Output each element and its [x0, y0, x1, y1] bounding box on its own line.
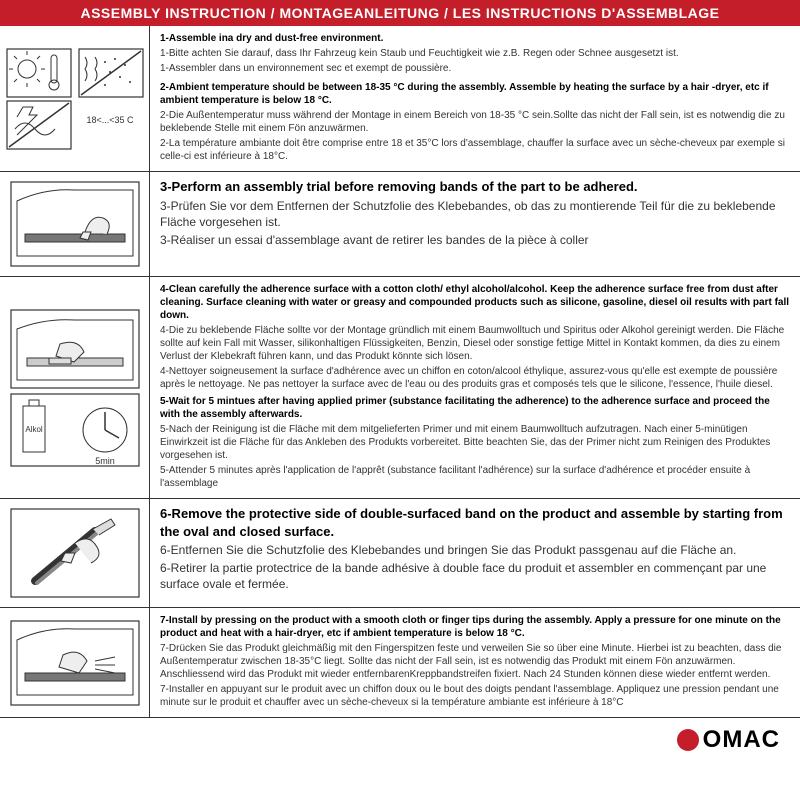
- brand-logo: OMAC: [677, 726, 780, 754]
- step-row-2: 3-Perform an assembly trial before remov…: [0, 172, 800, 277]
- header-title: ASSEMBLY INSTRUCTION / MONTAGEANLEITUNG …: [0, 0, 800, 26]
- step2-de: 2-Die Außentemperatur muss während der M…: [160, 109, 790, 135]
- step2-fr: 2-La température ambiante doit être comp…: [160, 137, 790, 163]
- step4-fr: 4-Nettoyer soigneusement la surface d'ad…: [160, 365, 790, 391]
- step-row-1: 18<...<35 C 1-Assemble ina dry and dust-…: [0, 26, 800, 172]
- step1-lead: 1-Assemble ina dry and dust-free environ…: [160, 33, 383, 44]
- logo-row: OMAC: [0, 718, 800, 762]
- step-row-3: Alkol 5min 4-Clean carefully the adheren…: [0, 277, 800, 499]
- diagram-clean-wait: Alkol 5min: [0, 277, 150, 498]
- step-text-1: 1-Assemble ina dry and dust-free environ…: [150, 26, 800, 171]
- step-text-2: 3-Perform an assembly trial before remov…: [150, 172, 800, 276]
- step-text-5: 7-Install by pressing on the product wit…: [150, 608, 800, 717]
- logo-text: OMAC: [703, 726, 780, 754]
- step1-de: 1-Bitte achten Sie darauf, dass Ihr Fahr…: [160, 47, 790, 60]
- diagram-install: [0, 608, 150, 717]
- step5-lead: 5-Wait for 5 mintues after having applie…: [160, 396, 770, 420]
- step4-lead: 4-Clean carefully the adherence surface …: [160, 284, 789, 321]
- step7-de: 7-Drücken Sie das Produkt gleichmäßig mi…: [160, 642, 790, 681]
- alkol-label: Alkol: [25, 425, 43, 434]
- step1-fr: 1-Assembler dans un environnement sec et…: [160, 62, 790, 75]
- step6-fr: 6-Retirer la partie protectrice de la ba…: [160, 560, 790, 592]
- step3-lead: 3-Perform an assembly trial before remov…: [160, 179, 638, 194]
- diagram-environment: 18<...<35 C: [0, 26, 150, 171]
- step-row-4: 6-Remove the protective side of double-s…: [0, 499, 800, 608]
- step7-fr: 7-Installer en appuyant sur le produit a…: [160, 683, 790, 709]
- step3-de: 3-Prüfen Sie vor dem Entfernen der Schut…: [160, 198, 790, 230]
- step4-de: 4-Die zu beklebende Fläche sollte vor de…: [160, 324, 790, 363]
- step6-lead: 6-Remove the protective side of double-s…: [160, 506, 783, 539]
- step-text-3: 4-Clean carefully the adherence surface …: [150, 277, 800, 498]
- step-row-5: 7-Install by pressing on the product wit…: [0, 608, 800, 718]
- diagram-trial: [0, 172, 150, 276]
- step5-fr: 5-Attender 5 minutes après l'application…: [160, 464, 790, 490]
- step3-fr: 3-Réaliser un essai d'assemblage avant d…: [160, 232, 790, 248]
- step-text-4: 6-Remove the protective side of double-s…: [150, 499, 800, 607]
- step2-lead: 2-Ambient temperature should be between …: [160, 82, 769, 106]
- step7-lead: 7-Install by pressing on the product wit…: [160, 615, 781, 639]
- diagram-remove-band: [0, 499, 150, 607]
- step6-de: 6-Entfernen Sie die Schutzfolie des Kleb…: [160, 542, 790, 558]
- fivemin-label: 5min: [95, 456, 115, 466]
- temp-label: 18<...<35 C: [86, 115, 134, 125]
- step5-de: 5-Nach der Reinigung ist die Fläche mit …: [160, 423, 790, 462]
- logo-circle-icon: [677, 729, 699, 751]
